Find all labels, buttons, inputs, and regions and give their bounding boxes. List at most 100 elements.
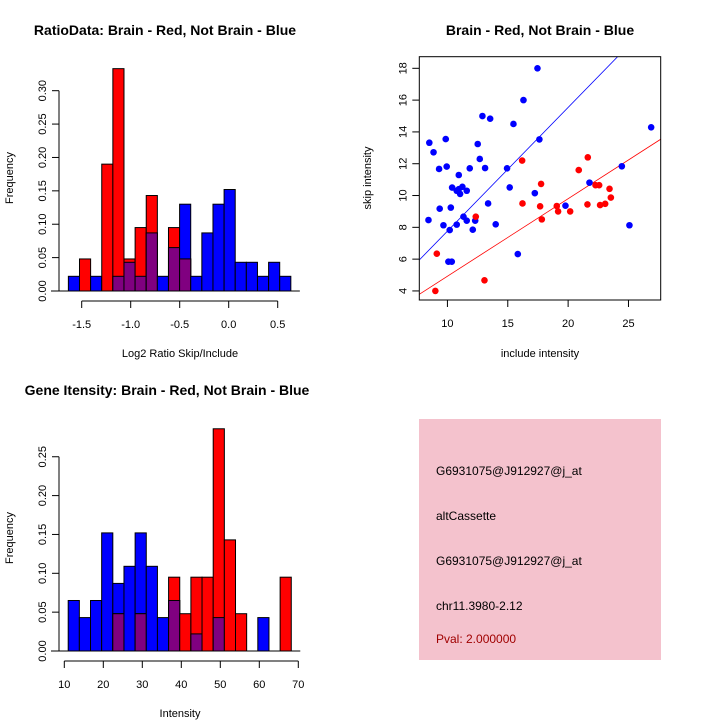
- bar-overlap: [179, 258, 192, 292]
- scatter-title: Brain - Red, Not Brain - Blue: [446, 22, 634, 38]
- bar-brain: [235, 613, 248, 652]
- intensity-histogram-panel: Gene Itensity: Brain - Red, Not Brain - …: [4, 382, 310, 720]
- point-blue: [459, 183, 466, 191]
- bar-brain: [223, 539, 237, 652]
- point-red: [584, 201, 591, 208]
- scatter-panel: Brain - Red, Not Brain - Blue include in…: [362, 22, 662, 360]
- point-red: [472, 213, 480, 220]
- bar-brain: [101, 163, 114, 292]
- plot-frame: [418, 56, 662, 301]
- point-blue: [486, 115, 494, 123]
- info-box: G6931075@J912927@j_at altCassette G69310…: [419, 419, 661, 660]
- ratio-histogram-xlabel: Log2 Ratio Skip/Include: [122, 348, 238, 360]
- bar-not-brain: [245, 261, 258, 292]
- point-blue: [435, 165, 443, 173]
- x-tick-label: 15: [502, 318, 514, 330]
- x-tick-label: 20: [97, 679, 109, 691]
- x-tick-label: 30: [136, 679, 148, 691]
- x-tick-label: 10: [58, 679, 70, 691]
- point-blue: [534, 65, 541, 72]
- bar-overlap: [212, 617, 225, 652]
- bar-overlap: [112, 613, 125, 652]
- point-blue: [536, 136, 543, 143]
- point-red: [519, 200, 526, 207]
- bar-brain: [112, 68, 125, 292]
- point-blue: [562, 202, 569, 210]
- point-blue: [463, 187, 471, 195]
- x-tick-label: 40: [175, 679, 187, 691]
- point-blue: [510, 120, 517, 128]
- y-tick-label: 14: [397, 126, 409, 138]
- gene-id: G6931075@J912927@j_at: [436, 554, 582, 568]
- x-tick-label: 50: [214, 679, 226, 691]
- bar-overlap: [112, 275, 125, 292]
- x-tick-label: 10: [441, 318, 453, 330]
- point-blue: [476, 155, 484, 163]
- bar-not-brain: [256, 275, 270, 292]
- location: chr11.3980-2.12: [436, 599, 523, 613]
- x-tick-label: 70: [292, 679, 304, 691]
- bar-brain: [279, 576, 292, 652]
- point-blue: [463, 217, 471, 224]
- intensity-histogram-title: Gene Itensity: Brain - Red, Not Brain - …: [25, 382, 310, 398]
- y-tick-label: 12: [397, 158, 409, 170]
- x-tick-label: -0.5: [170, 319, 189, 331]
- bar-brain: [201, 576, 214, 652]
- y-tick-label: 0.05: [37, 601, 49, 622]
- bar-not-brain: [145, 565, 158, 652]
- bar-not-brain: [279, 275, 292, 292]
- y-tick-label: 0.05: [37, 247, 49, 268]
- bar-not-brain: [223, 189, 236, 292]
- bar-overlap: [123, 261, 136, 292]
- point-blue: [448, 184, 456, 191]
- x-tick-label: 0.5: [270, 319, 285, 331]
- info-box-background: [419, 419, 661, 660]
- point-blue: [447, 204, 455, 211]
- point-blue: [426, 139, 433, 147]
- point-blue: [446, 226, 454, 234]
- point-blue: [474, 140, 482, 148]
- point-red: [595, 181, 603, 189]
- y-tick-label: 0.15: [37, 524, 49, 545]
- point-red: [601, 200, 609, 208]
- point-red: [536, 203, 544, 210]
- point-blue: [586, 179, 593, 186]
- ratio-histogram-marks: 0.00 0.05 0.10 0.15 0.20 0.25 0.30 -1.5 -1.0 -0.5…: [37, 68, 300, 331]
- ratio-histogram-ylabel: Frequency: [4, 152, 16, 204]
- y-tick-label: 0.00: [37, 280, 49, 301]
- point-blue: [514, 250, 522, 258]
- y-tick-label: 6: [397, 256, 409, 262]
- point-blue: [455, 171, 463, 179]
- intensity-histogram-marks: 0.00 0.05 0.10 0.15 0.20 0.25 10 20 30 40 50 60 70: [37, 428, 304, 691]
- scatter-marks: 10 15 20 25 4 6 8 10 12 14 16 18: [397, 56, 662, 330]
- x-tick-label: -1.5: [72, 319, 91, 331]
- y-tick-label: 0.30: [37, 80, 49, 101]
- bar-not-brain: [156, 617, 170, 652]
- point-blue: [481, 164, 489, 172]
- bar-not-brain: [90, 599, 103, 652]
- point-red: [584, 154, 592, 161]
- x-tick-label: 20: [562, 318, 574, 330]
- bar-not-brain: [101, 532, 114, 652]
- bar-not-brain: [268, 261, 281, 292]
- bar-overlap: [168, 599, 181, 652]
- point-blue: [492, 221, 500, 228]
- bar-overlap: [145, 232, 158, 292]
- point-red: [432, 287, 439, 295]
- point-blue: [466, 165, 474, 172]
- bar-overlap: [134, 275, 147, 292]
- y-tick-label: 16: [397, 94, 409, 106]
- point-red: [607, 194, 615, 201]
- bar-not-brain: [90, 275, 103, 292]
- bar-brain: [78, 258, 92, 292]
- y-tick-label: 0.20: [37, 147, 49, 168]
- bar-overlap: [167, 247, 181, 292]
- y-tick-label: 4: [397, 288, 409, 294]
- bar-not-brain: [190, 275, 203, 292]
- point-blue: [479, 112, 486, 120]
- y-tick-label: 0.10: [37, 563, 49, 584]
- bar-not-brain: [212, 203, 225, 292]
- x-tick-label: 0.0: [221, 319, 236, 331]
- y-tick-label: 8: [397, 224, 409, 230]
